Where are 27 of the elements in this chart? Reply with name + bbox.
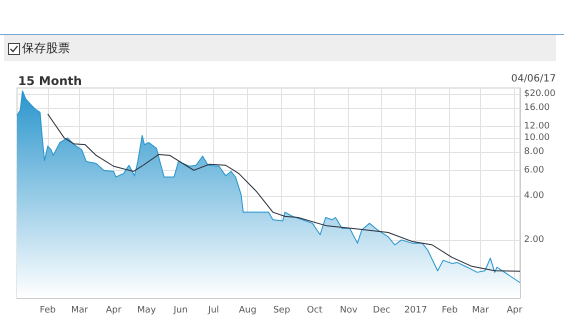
x-tick-label: 2017 [404,306,428,316]
y-tick-label: 12.00 [524,121,550,132]
x-tick-label: Mar [71,306,88,316]
x-tick-label: Sep [273,306,290,316]
x-tick-label: Jun [172,306,188,316]
x-tick-label: Feb [40,306,56,316]
x-tick-label: Oct [306,306,323,316]
y-tick-label: $20.00 [524,89,556,100]
text: 保存股票 [22,40,70,57]
text: 04/06/17 [511,74,556,84]
x-tick-label: Apr [106,306,122,316]
y-tick-label: 16.00 [524,103,550,114]
x-tick-label: May [137,306,157,316]
y-tick-label: 2.00 [524,234,544,245]
x-tick-label: Dec [372,306,390,316]
y-tick-label: 4.00 [524,191,544,202]
y-tick-label: 8.00 [524,147,544,158]
y-tick-label: 10.00 [524,132,550,143]
x-tick-label: Jul [207,306,220,316]
x-tick-label: Feb [442,306,458,316]
x-tick-label: Mar [472,306,490,316]
x-tick-label: Aug [238,306,256,316]
chart-title: 15 Month [18,74,82,88]
x-tick-label: Apr [506,306,523,316]
x-tick-label: Nov [340,306,358,316]
line-series [47,113,520,272]
y-tick-label: 6.00 [524,165,544,176]
